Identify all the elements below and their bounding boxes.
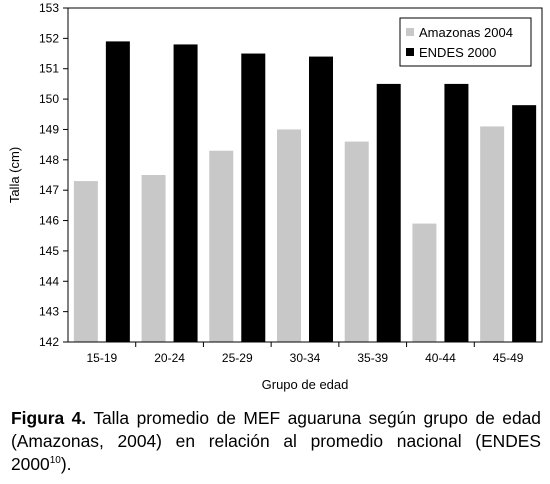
x-axis-label: Grupo de edad [262, 377, 349, 392]
figure-caption-label: Figura 4. [11, 408, 87, 428]
y-axis-label: Talla (cm) [7, 147, 22, 203]
plot-frame [67, 7, 543, 343]
bar-amazonas-2004-40-44 [412, 223, 437, 342]
x-tick-label: 35-39 [357, 351, 388, 365]
y-tick-label: 153 [39, 1, 59, 15]
bar-amazonas-2004-35-39 [344, 141, 369, 342]
y-tick-label: 143 [39, 305, 59, 319]
legend-label-endes-2000: ENDES 2000 [419, 45, 496, 60]
x-tick-label: 40-44 [425, 351, 456, 365]
figure-caption-text: Talla promedio de MEF aguaruna según gru… [11, 408, 541, 474]
bar-endes-2000-30-34 [309, 56, 333, 342]
y-tick-label: 147 [39, 183, 59, 197]
bar-endes-2000-25-29 [241, 53, 266, 342]
legend-label-amazonas-2004: Amazonas 2004 [419, 25, 513, 40]
y-axis-ticks: 142 143 144 145 146 147 148 149 150 151 152 153 [39, 1, 68, 349]
x-axis-ticks: 15-19 20-24 25-29 30-34 35-39 40-44 45-49 [87, 342, 524, 365]
bar-amazonas-2004-30-34 [277, 129, 301, 342]
bar-amazonas-2004-15-19 [73, 181, 98, 342]
y-tick-label: 148 [39, 153, 59, 167]
x-tick-label: 30-34 [290, 351, 321, 365]
bar-endes-2000-35-39 [376, 83, 401, 342]
y-tick-label: 150 [39, 92, 59, 106]
bar-amazonas-2004-20-24 [141, 175, 166, 342]
figure-caption-reference: 10 [49, 455, 61, 467]
bar-endes-2000-20-24 [173, 44, 198, 342]
y-tick-label: 151 [39, 62, 59, 76]
y-tick-label: 142 [39, 335, 59, 349]
bars [73, 41, 537, 343]
legend-box [399, 17, 532, 67]
x-tick-label: 15-19 [87, 351, 118, 365]
x-tick-label: 45-49 [493, 351, 524, 365]
y-tick-label: 146 [39, 214, 59, 228]
legend-swatch-amazonas-2004 [406, 28, 414, 36]
bar-chart: 142 143 144 145 146 147 148 149 150 151 152 153 15-… [7, 1, 543, 392]
legend: Amazonas 2004 ENDES 2000 [399, 17, 532, 67]
x-tick-label: 20-24 [154, 351, 185, 365]
y-tick-label: 145 [39, 244, 59, 258]
bar-endes-2000-40-44 [444, 83, 469, 342]
figure-caption-end: ). [60, 454, 72, 474]
y-tick-label: 149 [39, 122, 59, 136]
bar-amazonas-2004-25-29 [209, 150, 234, 342]
x-tick-label: 25-29 [222, 351, 253, 365]
bar-endes-2000-45-49 [512, 105, 537, 342]
legend-swatch-endes-2000 [406, 48, 414, 56]
y-tick-label: 144 [39, 274, 59, 288]
y-tick-label: 152 [39, 31, 59, 45]
bar-amazonas-2004-45-49 [480, 126, 505, 342]
bar-endes-2000-15-19 [105, 41, 130, 343]
figure-caption: Figura 4. Talla promedio de MEF aguaruna… [11, 407, 541, 476]
